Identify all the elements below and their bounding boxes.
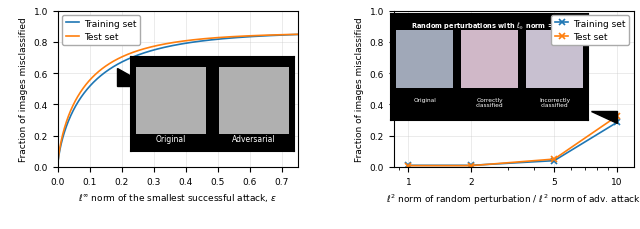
Line: Test set: Test set [58, 35, 298, 167]
X-axis label: $\ell^\infty$ norm of the smallest successful attack, $\epsilon$: $\ell^\infty$ norm of the smallest succe… [78, 191, 277, 203]
Line: Training set: Training set [58, 35, 298, 167]
Training set [613, 121, 621, 124]
Line: Training set: Training set [405, 120, 620, 169]
Test set [96, 70, 104, 72]
Training set [550, 160, 558, 162]
Legend: Training set, Test set: Training set, Test set [62, 16, 140, 46]
Legend: Training set, Test set: Training set, Test set [551, 16, 629, 46]
Line: Test set: Test set [405, 113, 620, 169]
Test set [54, 166, 61, 169]
Training set [115, 63, 123, 65]
Test set [115, 57, 123, 60]
Y-axis label: Fraction of images misclassified: Fraction of images misclassified [355, 17, 364, 161]
Test set [163, 43, 170, 46]
Test set [404, 165, 412, 167]
Training set [234, 37, 242, 40]
Training set [214, 39, 221, 41]
Training set [163, 46, 170, 49]
Polygon shape [591, 111, 617, 124]
Training set [467, 164, 475, 167]
Test set [550, 158, 558, 161]
Test set [294, 34, 301, 37]
Y-axis label: Fraction of images misclassified: Fraction of images misclassified [19, 17, 28, 161]
Test set [613, 115, 621, 118]
Training set [195, 41, 203, 44]
Test set [214, 37, 221, 40]
Training set [96, 76, 104, 78]
X-axis label: $\ell^2$ norm of random perturbation / $\ell^2$ norm of adv. attack: $\ell^2$ norm of random perturbation / $… [386, 191, 640, 206]
Training set [54, 166, 61, 169]
Training set [294, 34, 301, 37]
Test set [234, 36, 242, 38]
Polygon shape [116, 69, 148, 86]
Test set [195, 39, 203, 41]
Training set [404, 164, 412, 167]
Test set [467, 165, 475, 167]
